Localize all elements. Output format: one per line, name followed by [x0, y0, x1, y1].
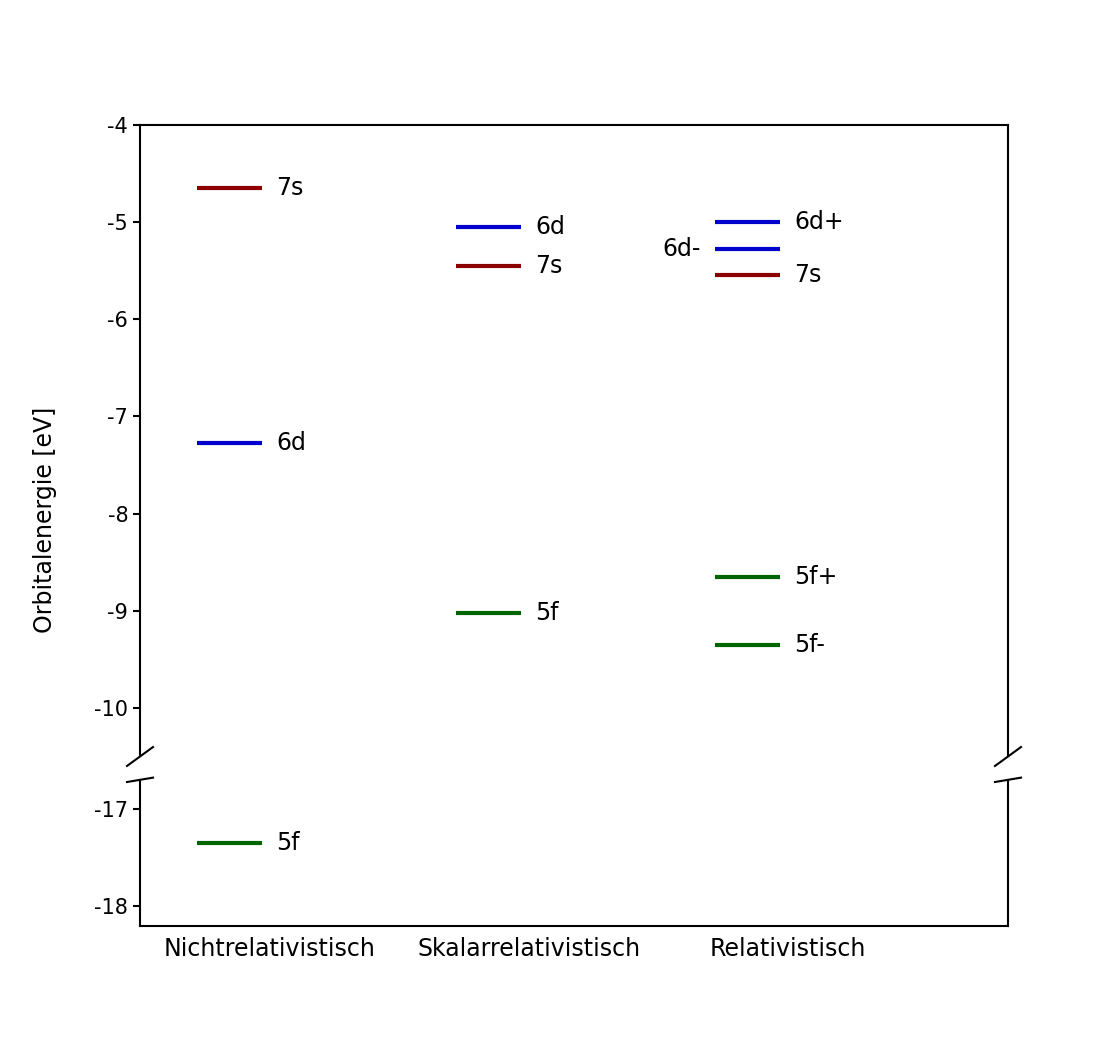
Text: 7s: 7s [535, 254, 562, 278]
Text: 5f-: 5f- [794, 632, 825, 656]
Text: 5f+: 5f+ [794, 565, 838, 589]
Text: 7s: 7s [276, 176, 304, 200]
Text: Relativistisch: Relativistisch [710, 937, 866, 961]
Text: 5f: 5f [276, 831, 300, 855]
Text: 6d: 6d [535, 215, 564, 239]
Text: 6d: 6d [276, 431, 306, 454]
Text: 5f: 5f [535, 601, 559, 625]
Text: Orbitalenergie [eV]: Orbitalenergie [eV] [32, 407, 57, 633]
Text: 6d-: 6d- [663, 237, 701, 261]
Text: Skalarrelativistisch: Skalarrelativistisch [417, 937, 641, 961]
Text: 7s: 7s [794, 263, 822, 287]
Text: 6d+: 6d+ [794, 210, 843, 234]
Text: Nichtrelativistisch: Nichtrelativistisch [164, 937, 375, 961]
